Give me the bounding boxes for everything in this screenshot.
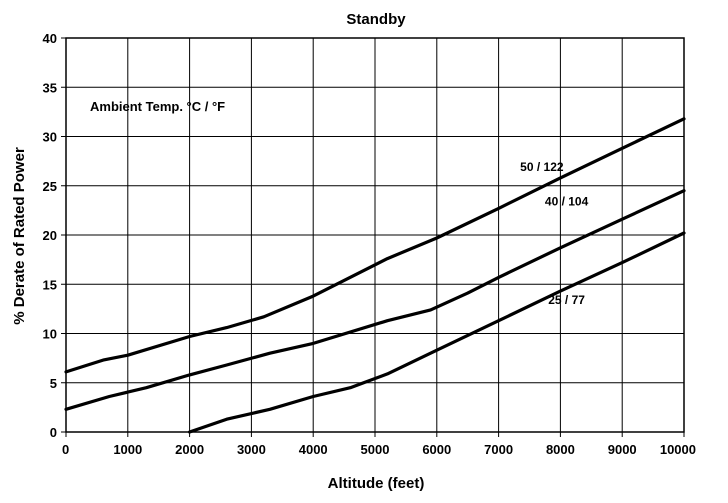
y-tick-label: 40 [43,31,57,46]
x-tick-label: 6000 [422,442,451,457]
x-tick-label: 1000 [113,442,142,457]
y-tick-label: 15 [43,277,57,292]
tick-layer: 0 5 10 15 20 25 30 35 40 0 1000 2000 3000 4000 5000 600… [43,31,696,457]
y-tick-label: 0 [50,425,57,440]
y-tick-label: 20 [43,228,57,243]
x-tick-label: 8000 [546,442,575,457]
series-label: 40 / 104 [545,194,589,208]
x-tick-label: 10000 [660,442,696,457]
x-tick-label: 3000 [237,442,266,457]
y-tick-label: 25 [43,179,57,194]
x-tick-label: 0 [62,442,69,457]
x-tick-label: 2000 [175,442,204,457]
x-tick-label: 7000 [484,442,513,457]
y-tick-label: 10 [43,327,57,342]
ambient-temp-annotation: Ambient Temp. °C / °F [90,99,225,114]
x-tick-label: 4000 [299,442,328,457]
y-axis-label: % Derate of Rated Power [11,147,28,325]
y-tick-label: 5 [50,376,57,391]
series-label: 25 / 77 [548,293,585,307]
x-axis-label: Altitude (feet) [328,475,425,492]
chart-title: Standby [346,11,406,28]
y-tick-label: 30 [43,130,57,145]
x-tick-label: 5000 [361,442,390,457]
x-tick-label: 9000 [608,442,637,457]
y-tick-label: 35 [43,80,57,95]
series-label: 50 / 122 [520,160,564,174]
